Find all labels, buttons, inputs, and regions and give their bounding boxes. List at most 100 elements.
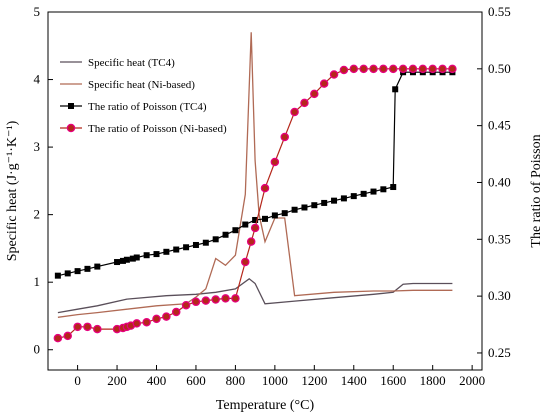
y-right-tick-label: 0.50 xyxy=(488,61,511,76)
x-tick-label: 1000 xyxy=(262,373,288,388)
data-point xyxy=(153,251,160,258)
data-point xyxy=(360,190,367,197)
data-point xyxy=(132,319,142,328)
x-axis-label: Temperature (°C) xyxy=(216,398,315,413)
legend-item: The ratio of Poisson (TC4) xyxy=(60,101,207,113)
series-layer xyxy=(53,32,457,343)
data-point xyxy=(93,324,102,334)
data-point xyxy=(183,244,190,251)
data-point xyxy=(408,64,418,74)
data-point xyxy=(232,227,239,234)
legend-marker xyxy=(66,123,76,133)
data-point xyxy=(181,300,191,310)
y-right-tick-label: 0.35 xyxy=(488,231,511,246)
legend-label: The ratio of Poisson (Ni-based) xyxy=(88,123,227,135)
y-right-tick-label: 0.40 xyxy=(488,174,511,189)
data-point xyxy=(241,257,250,267)
y-right-tick-label: 0.30 xyxy=(488,288,511,303)
data-point xyxy=(133,254,140,261)
x-tick-label: 400 xyxy=(147,373,167,388)
data-point xyxy=(369,64,378,74)
data-point xyxy=(418,64,428,74)
data-point xyxy=(390,184,397,191)
y-left-tick-label: 5 xyxy=(34,4,41,19)
data-point xyxy=(142,318,151,327)
x-tick-label: 1800 xyxy=(420,373,446,388)
plot-frame xyxy=(47,11,483,371)
data-point xyxy=(94,263,101,270)
y-left-tick-label: 2 xyxy=(34,207,41,222)
data-point xyxy=(350,193,357,200)
data-point xyxy=(281,210,288,217)
data-point xyxy=(260,183,270,193)
data-point xyxy=(73,322,82,332)
legend-item: The ratio of Poisson (Ni-based) xyxy=(60,123,227,135)
x-tick-label: 1600 xyxy=(380,373,406,388)
data-point xyxy=(114,259,121,266)
data-point xyxy=(379,64,388,74)
data-point xyxy=(319,79,329,88)
data-point xyxy=(173,246,180,253)
data-point xyxy=(291,206,298,213)
x-tick-label: 1200 xyxy=(301,373,327,388)
data-point xyxy=(129,255,136,262)
data-point xyxy=(271,212,278,219)
data-point xyxy=(349,64,359,74)
data-point xyxy=(392,86,399,93)
data-point xyxy=(221,294,230,303)
data-point xyxy=(329,70,339,79)
y-axis-right-label: The ratio of Poisson xyxy=(529,134,544,247)
data-point xyxy=(162,312,171,321)
data-point xyxy=(119,257,126,264)
data-point xyxy=(54,272,61,279)
data-point xyxy=(246,237,256,246)
data-point xyxy=(448,64,457,74)
series-line xyxy=(57,277,453,314)
data-point xyxy=(152,314,161,324)
x-tick-label: 800 xyxy=(226,373,246,388)
y-left-tick-label: 0 xyxy=(34,342,41,357)
legend-label: Specific heat (TC4) xyxy=(88,57,175,69)
data-point xyxy=(143,252,150,259)
legend: Specific heat (TC4) Specific heat (Ni-bas… xyxy=(60,57,227,135)
x-tick-label: 2000 xyxy=(459,373,485,388)
legend-label: Specific heat (Ni-based) xyxy=(88,79,195,91)
data-point xyxy=(438,64,447,74)
data-point xyxy=(202,239,209,246)
y-left-tick-label: 3 xyxy=(34,139,41,154)
data-point xyxy=(53,333,63,343)
data-point xyxy=(310,89,319,99)
data-point xyxy=(331,197,338,204)
y-left-tick-label: 1 xyxy=(34,274,41,289)
data-point xyxy=(311,202,318,209)
data-point xyxy=(222,231,229,238)
data-point xyxy=(388,64,398,74)
data-point xyxy=(370,188,377,195)
y-axis-left-label: Specific heat (J·g⁻¹·K⁻¹) xyxy=(5,120,20,261)
series-specific-heat-ni-based xyxy=(57,32,453,318)
ticks: 0 200 400 600 800 1000 1200 1400 1600 1800 2000 0 1 2… xyxy=(34,4,511,388)
x-tick-label: 200 xyxy=(107,373,127,388)
series-specific-heat-tc4 xyxy=(57,277,453,314)
legend-item: Specific heat (Ni-based) xyxy=(60,79,195,91)
data-point xyxy=(321,199,328,206)
data-point xyxy=(270,157,280,167)
data-point xyxy=(359,64,368,74)
y-right-tick-label: 0.45 xyxy=(488,118,511,133)
data-point xyxy=(192,241,199,248)
data-point xyxy=(231,294,240,303)
data-point xyxy=(123,256,130,263)
data-point xyxy=(242,221,249,228)
series-line xyxy=(57,32,453,318)
data-point xyxy=(201,296,211,305)
data-point xyxy=(63,331,72,341)
data-point xyxy=(290,107,299,117)
x-tick-label: 1400 xyxy=(341,373,367,388)
legend-marker xyxy=(68,103,74,109)
data-point xyxy=(280,132,289,142)
data-point xyxy=(340,195,347,202)
y-right-tick-label: 0.25 xyxy=(488,345,511,360)
data-point xyxy=(300,98,309,108)
data-point xyxy=(262,215,268,222)
data-point xyxy=(171,307,181,317)
